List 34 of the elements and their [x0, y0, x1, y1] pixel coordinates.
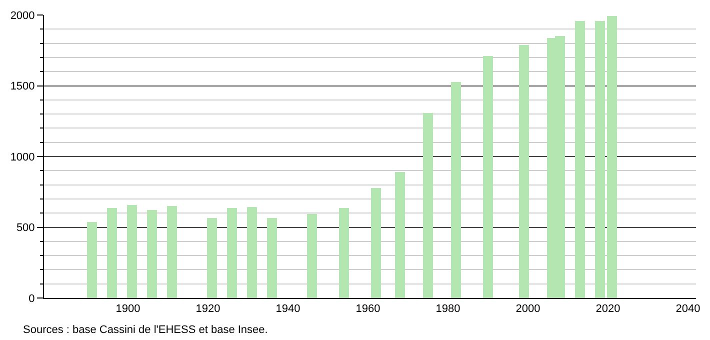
- bar: [371, 188, 381, 298]
- y-tick-label: 2000: [10, 10, 35, 22]
- x-tick-label: 1960: [356, 303, 380, 316]
- bar: [127, 205, 137, 298]
- bar: [307, 214, 317, 298]
- bar: [107, 208, 117, 298]
- bar: [207, 218, 217, 298]
- bar: [267, 218, 277, 298]
- x-tick-label: 1940: [276, 303, 300, 316]
- bar: [451, 82, 461, 298]
- bar: [167, 206, 177, 298]
- bar: [483, 56, 493, 298]
- x-tick-label: 1920: [196, 303, 220, 316]
- y-tick-label: 1500: [10, 80, 35, 93]
- y-tick-label: 1000: [10, 151, 35, 164]
- bar: [339, 208, 349, 298]
- bar: [423, 113, 433, 298]
- x-tick-label: 2000: [516, 303, 540, 316]
- y-tick-label: 0: [28, 292, 35, 305]
- bar: [227, 208, 237, 298]
- bar: [147, 210, 157, 298]
- bar: [247, 207, 257, 298]
- bar: [395, 172, 405, 298]
- bar: [575, 21, 585, 298]
- bar: [519, 45, 529, 298]
- y-tick-label: 500: [16, 222, 35, 234]
- source-note: Sources : base Cassini de l'EHESS et base Insee.: [23, 324, 268, 336]
- bar: [607, 16, 617, 298]
- x-tick-label: 1980: [436, 303, 460, 316]
- bar: [87, 222, 97, 298]
- x-tick-label: 2040: [676, 303, 700, 316]
- x-tick-label: 2020: [596, 303, 620, 316]
- x-tick-label: 1900: [116, 303, 140, 316]
- bar: [595, 21, 605, 298]
